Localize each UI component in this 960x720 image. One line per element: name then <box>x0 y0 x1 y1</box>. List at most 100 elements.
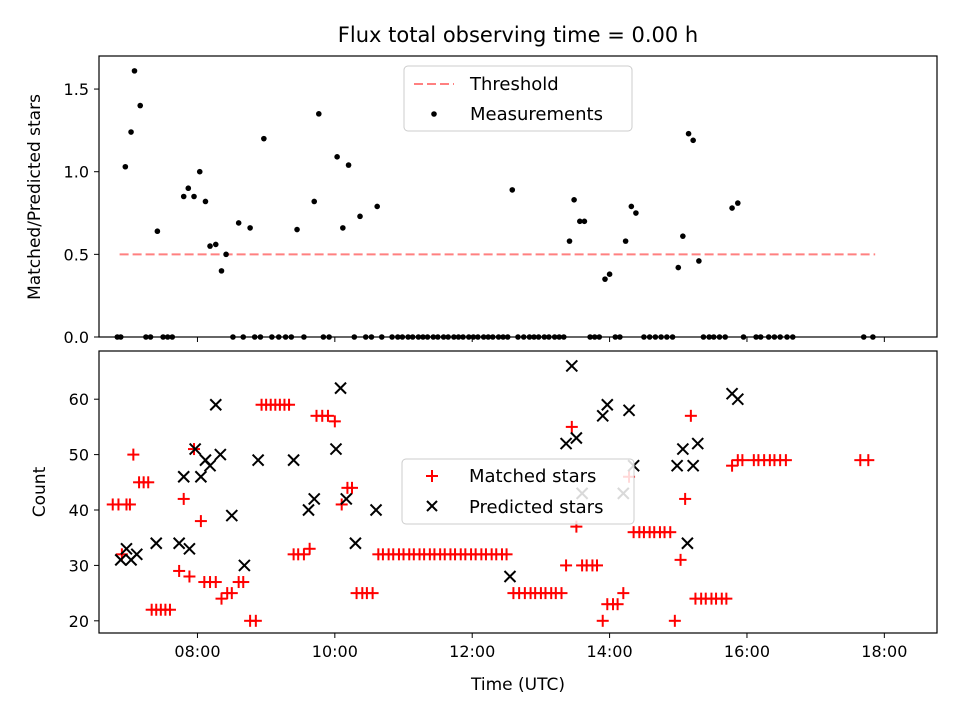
measurements-point <box>509 187 516 193</box>
measurements-point <box>622 238 629 244</box>
matched-stars-point <box>555 587 568 600</box>
matched-stars-legend-swatch <box>426 470 438 482</box>
matched-stars-point <box>194 515 207 528</box>
threshold-legend-label: Threshold <box>469 74 559 95</box>
matched-stars-point <box>209 576 222 589</box>
panel-count-legend-box <box>401 458 635 525</box>
panel-ratio-y-tick-label: 0.5 <box>64 245 89 264</box>
predicted-stars-point <box>676 442 690 456</box>
measurements-point <box>247 225 253 231</box>
matched-stars-point <box>684 409 697 422</box>
matched-stars-point <box>500 548 513 561</box>
measurements-point <box>261 135 267 142</box>
measurements-point <box>196 168 203 175</box>
measurements-point <box>207 243 213 249</box>
matched-stars-point <box>346 481 359 494</box>
panel-ratio-y-ticks: 0.0 0.5 1.0 1.5 <box>64 80 99 347</box>
measurements-point <box>581 218 588 225</box>
measurements-point <box>735 200 741 206</box>
measurements-point <box>606 271 613 277</box>
panel-count-y-tick-label: 20 <box>69 612 89 631</box>
predicted-stars-point <box>214 448 227 461</box>
panel-count-y-tick-label: 60 <box>69 390 89 409</box>
measurements-point <box>294 226 300 233</box>
panel-ratio-y-tick-label: 1.5 <box>64 80 89 99</box>
panel-count-x-axis-label: Time (UTC) <box>470 675 565 695</box>
predicted-stars-point <box>225 509 239 522</box>
matched-stars-point <box>366 587 379 600</box>
panel-ratio-frame <box>98 55 938 338</box>
measurements-point <box>185 185 192 192</box>
measurements-point <box>235 220 242 226</box>
panel-count-x-tick-label: 10:00 <box>312 642 358 661</box>
panel-ratio-legend: Threshold Measurements <box>403 65 633 132</box>
matched-stars-point <box>283 398 296 411</box>
measurements-point <box>340 225 346 231</box>
predicted-stars-point <box>565 359 579 373</box>
matched-stars-point <box>720 592 733 605</box>
matched-stars-point <box>679 492 692 505</box>
predicted-stars-point <box>349 537 362 550</box>
measurements-point <box>180 193 187 200</box>
matched-stars-point <box>726 459 739 472</box>
measurements-point <box>680 233 686 239</box>
matched-stars-point <box>123 498 136 511</box>
predicted-stars-point <box>329 442 343 456</box>
predicted-stars-point <box>369 503 383 517</box>
panel-count-x-tick-label: 12:00 <box>449 642 495 661</box>
panel-ratio-y-axis-label: Matched/Predicted stars <box>25 94 45 300</box>
predicted-stars-point <box>601 398 614 411</box>
matched-stars-point <box>328 415 341 428</box>
measurements-point <box>122 163 129 170</box>
measurements-point <box>729 205 735 211</box>
predicted-stars-point <box>681 537 694 550</box>
measurements-point <box>696 258 702 264</box>
panel-count-y-axis-label: Count <box>30 466 50 517</box>
panel-count-y-tick-label: 30 <box>69 556 89 575</box>
matched-stars-point <box>142 476 155 489</box>
predicted-stars-point <box>308 492 321 506</box>
matched-stars-point <box>177 492 190 505</box>
measurements-point <box>202 198 209 205</box>
panel-count: 08:00 10:00 12:00 14:00 16:00 18:00 20 30 40 50 6… <box>30 350 938 695</box>
measurements-point <box>685 130 692 137</box>
predicted-stars-point <box>670 459 684 472</box>
measurements-point <box>316 111 322 117</box>
figure-title: Flux total observing time = 0.00 h <box>338 23 698 47</box>
predicted-stars-point <box>194 470 208 483</box>
measurements-point <box>223 251 229 258</box>
measurements-point <box>311 198 318 205</box>
measurements-point <box>212 241 219 248</box>
panel-count-frame <box>98 350 938 634</box>
panel-ratio-x-ticks <box>196 337 885 342</box>
matched-stars-point <box>611 598 624 611</box>
measurements-point <box>131 68 138 74</box>
measurements-point <box>218 268 225 274</box>
matched-stars-point <box>617 587 630 600</box>
predicted-stars-point <box>691 437 704 450</box>
matched-stars-point <box>674 553 687 566</box>
predicted-stars-point <box>503 570 517 583</box>
predicted-stars-point <box>114 553 127 567</box>
matched-stars-point <box>590 559 603 572</box>
panel-count-x-tick-label: 16:00 <box>724 642 770 661</box>
matched-stars-point <box>297 548 310 561</box>
matched-stars-point <box>736 454 749 467</box>
predicted-stars-point <box>130 548 143 561</box>
measurements-point <box>571 197 577 203</box>
panel-ratio: 0.0 0.5 1.0 1.5 Matched/Predicted stars Thr… <box>25 55 938 347</box>
matched-stars-point <box>183 570 196 583</box>
panel-ratio-legend-box <box>403 65 633 132</box>
predicted-stars-point <box>302 503 315 517</box>
predicted-stars-point <box>570 431 583 445</box>
measurements-legend-label: Measurements <box>470 104 603 125</box>
predicted-stars-point <box>340 492 353 506</box>
matched-stars-point <box>596 614 609 627</box>
panel-count-x-tick-label: 08:00 <box>174 642 220 661</box>
measurements-point <box>628 203 635 210</box>
predicted-stars-point <box>177 470 190 483</box>
predicted-stars-point <box>238 559 251 572</box>
matched-stars-point <box>127 448 140 461</box>
measurements-point <box>577 218 583 225</box>
